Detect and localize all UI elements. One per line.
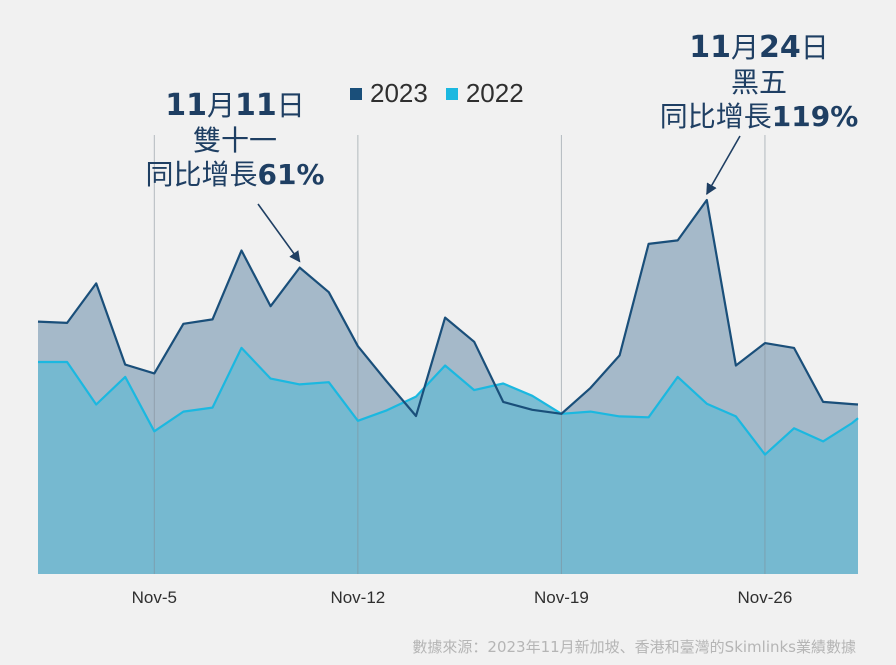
legend-item-2022: 2022	[445, 78, 524, 109]
annotation-singles-day-growth-label: 同比增長	[145, 157, 258, 191]
annotation-singles-day: 11月11日 雙十一 同比增長61%	[130, 88, 340, 191]
annotation-singles-day-month-digits: 11	[165, 88, 207, 123]
gridlines	[153, 135, 766, 574]
legend: 2023 2022	[350, 78, 524, 109]
annotation-black-friday-day-digits: 24	[759, 30, 801, 65]
annotation-black-friday-growth-value: 119%	[771, 99, 859, 133]
annotation-black-friday-event: 黑五	[730, 66, 787, 99]
annotation-black-friday: 11月24日 黑五 同比增長119%	[640, 30, 878, 133]
legend-swatch-2023	[350, 87, 362, 100]
line-2023	[37, 198, 859, 418]
x-tick-label-1: Nov-12	[330, 588, 385, 607]
series-lines	[37, 198, 859, 456]
annotation-black-friday-day-char: 日	[800, 31, 829, 64]
x-axis: Nov-5 Nov-12 Nov-19 Nov-26	[132, 588, 793, 607]
annotation-arrow-0	[257, 203, 301, 263]
x-tick-label-0: Nov-5	[132, 588, 177, 607]
legend-swatch-2022	[445, 87, 458, 100]
legend-label-2022: 2022	[465, 78, 524, 108]
annotation-singles-day-day-char: 日	[276, 89, 305, 122]
annotation-arrows	[257, 135, 741, 263]
annotation-singles-day-growth-value: 61%	[257, 157, 325, 191]
annotation-black-friday-growth-label: 同比增長	[659, 99, 772, 133]
area-2022	[38, 347, 858, 574]
legend-label-2023: 2023	[370, 78, 428, 108]
x-tick-label-3: Nov-26	[738, 588, 793, 607]
annotation-black-friday-growth: 同比增長119%	[640, 100, 878, 134]
annotation-singles-day-growth: 同比增長61%	[130, 158, 340, 192]
source-note: 數據來源：2023年11月新加坡、香港和臺灣的Skimlinks業績數據	[412, 638, 856, 656]
annotation-singles-day-date: 11月11日	[130, 88, 340, 124]
annotation-arrow-1	[706, 135, 741, 195]
annotation-black-friday-month-digits: 11	[689, 30, 731, 65]
x-tick-label-2: Nov-19	[534, 588, 589, 607]
annotation-singles-day-month-char: 月	[206, 89, 235, 122]
area-fill-2022	[38, 347, 858, 574]
legend-item-2023: 2023	[350, 78, 428, 109]
annotation-black-friday-month-char: 月	[730, 31, 759, 64]
annotation-black-friday-date: 11月24日	[640, 30, 878, 66]
line-2022	[38, 346, 859, 456]
annotation-singles-day-event: 雙十一	[192, 124, 277, 157]
annotation-singles-day-day-digits: 11	[235, 88, 277, 123]
